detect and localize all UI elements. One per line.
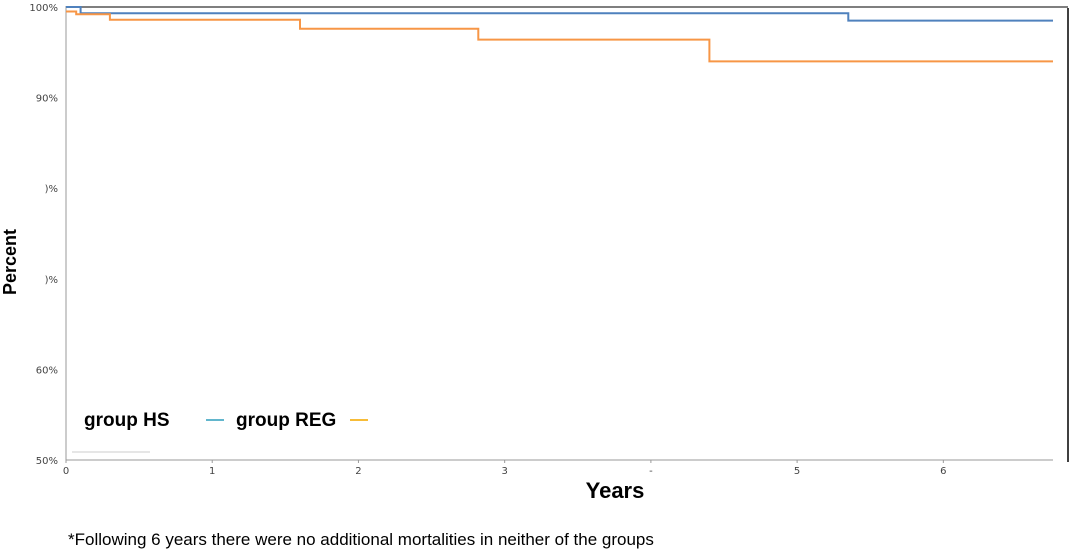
- y-tick-label: 90%: [36, 94, 58, 105]
- chart-axes: [65, 6, 1069, 462]
- x-tick-label: -: [649, 466, 653, 477]
- x-tick-label: 5: [794, 466, 800, 477]
- y-tick-label: 100%: [29, 3, 58, 14]
- y-tick-label: 60%: [36, 365, 58, 376]
- x-tick-label: 3: [501, 466, 507, 477]
- x-tick-label: 0: [63, 466, 69, 477]
- axis-ticks: 100% 90%)%)% 60% 50% 0 1 2 3 - 5 6: [29, 3, 946, 477]
- x-tick-label: 1: [209, 466, 215, 477]
- y-tick-label: )%: [45, 275, 58, 286]
- legend-label-group-hs: group HS: [84, 410, 170, 431]
- x-axis-title: Years: [586, 478, 645, 503]
- y-axis-title: Percent: [0, 229, 20, 295]
- chart-series: [66, 6, 1053, 63]
- footnote: *Following 6 years there were no additio…: [68, 530, 654, 549]
- series-line-group-reg: [66, 10, 1053, 63]
- legend: group HS group REG: [72, 410, 368, 453]
- series-line-group-hs: [66, 6, 1053, 22]
- x-tick-label: 2: [355, 466, 361, 477]
- y-tick-label: 50%: [36, 456, 58, 467]
- legend-label-group-reg: group REG: [236, 410, 336, 431]
- y-tick-label: )%: [45, 184, 58, 195]
- x-tick-label: 6: [940, 466, 946, 477]
